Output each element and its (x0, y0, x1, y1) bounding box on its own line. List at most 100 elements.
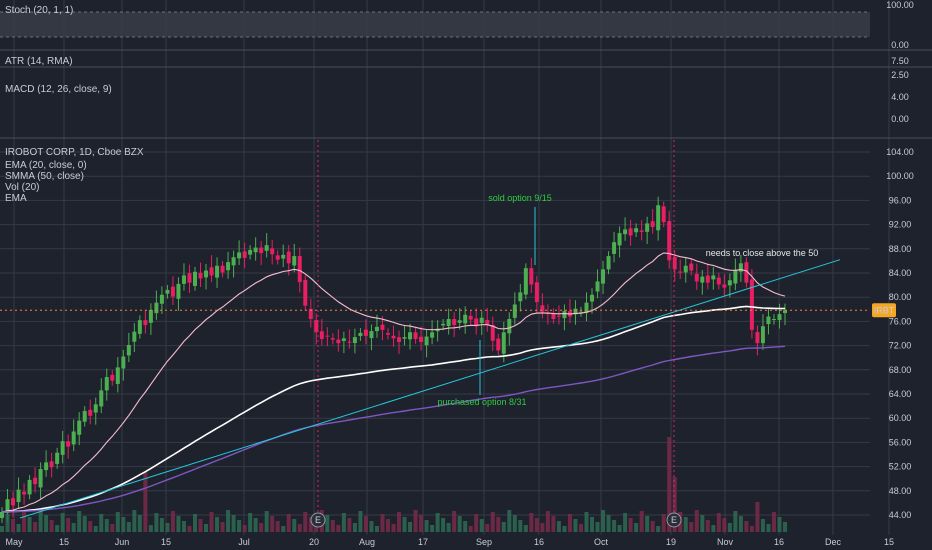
earnings-marker-label: E (315, 515, 321, 525)
volume-bar (590, 517, 595, 532)
candle-body (402, 337, 407, 339)
volume-bar (672, 477, 677, 532)
candle-body (705, 275, 710, 283)
volume-bar (744, 521, 749, 532)
volume-bar (617, 525, 622, 532)
volume-bar (413, 510, 418, 532)
candle-body (408, 332, 413, 340)
candle-body (220, 265, 225, 273)
y-tick-label: 92.00 (889, 220, 912, 230)
candle-body (523, 268, 528, 295)
volume-bar (463, 521, 468, 532)
volume-bar (22, 512, 27, 532)
candle-body (783, 310, 787, 314)
candle-body (689, 263, 694, 271)
candle-body (639, 230, 644, 232)
macd-tick: 4.00 (891, 92, 909, 102)
x-tick-label: Aug (359, 537, 375, 547)
volume-bar (446, 523, 451, 532)
candle-body (11, 498, 16, 506)
candle-body (573, 308, 578, 315)
candle-body (154, 302, 159, 314)
volume-bar (424, 520, 429, 532)
candle-body (325, 335, 330, 337)
candle-body (452, 318, 457, 326)
candle-body (556, 315, 561, 317)
candle-body (55, 452, 60, 464)
volume-bar (606, 515, 611, 532)
volume-bar (402, 517, 407, 532)
candle-body (766, 316, 771, 325)
candle-body (297, 256, 302, 283)
y-tick-label: 48.00 (889, 486, 912, 496)
volume-bar (27, 517, 32, 532)
candle-body (82, 410, 87, 422)
y-tick-label: 68.00 (889, 365, 912, 375)
volume-bar (347, 518, 352, 532)
volume-bar (700, 515, 705, 532)
earnings-marker-label: E (671, 515, 677, 525)
volume-bar (556, 521, 561, 532)
volume-bar (38, 510, 43, 532)
candle-body (347, 341, 352, 343)
candle-body (71, 431, 76, 445)
volume-bar (358, 511, 363, 532)
volume-bar (650, 521, 655, 532)
candle-body (259, 247, 264, 254)
candle-body (760, 326, 765, 344)
y-tick-label: 100.00 (886, 171, 914, 181)
volume-bar (628, 518, 633, 532)
volume-bar (60, 513, 65, 532)
ticker-tag: IRBT (874, 305, 895, 315)
atr-label: ATR (14, RMA) (5, 56, 73, 67)
candle-body (5, 499, 10, 514)
volume-bar (132, 510, 137, 532)
volume-bar (755, 502, 760, 532)
candle-body (601, 269, 606, 284)
candle-body (694, 273, 699, 282)
candle-body (672, 257, 677, 270)
candle-body (308, 308, 313, 319)
candle-body (479, 317, 484, 323)
volume-bar (242, 525, 247, 532)
candle-body (253, 247, 258, 253)
candle-body (115, 367, 120, 384)
candle-body (700, 276, 705, 283)
candle-body (303, 279, 308, 306)
candle-body (512, 304, 517, 318)
volume-bar (573, 519, 578, 532)
candle-body (22, 491, 27, 495)
candle-body (617, 233, 622, 246)
candle-body (518, 292, 523, 302)
volume-bar (143, 472, 148, 532)
volume-bar (727, 523, 732, 532)
x-tick-label: 16 (534, 537, 544, 547)
candle-body (584, 302, 589, 313)
volume-bar (612, 520, 617, 532)
volume-bar (496, 517, 501, 532)
candle-body (132, 331, 137, 342)
volume-bar (0, 526, 4, 532)
candle-body (264, 245, 269, 251)
candle-body (397, 337, 402, 342)
y-tick-label: 64.00 (889, 389, 912, 399)
candle-body (457, 320, 462, 323)
stoch-tick: 0.00 (891, 40, 909, 50)
candle-body (341, 338, 346, 342)
volume-bar (121, 517, 126, 532)
candle-body (159, 294, 164, 304)
x-tick-label: Sep (476, 537, 492, 547)
candle-body (485, 319, 490, 326)
x-tick-label: Dec (825, 537, 842, 547)
atr-tick: 7.50 (891, 56, 909, 66)
candle-body (534, 282, 539, 303)
y-tick-label: 96.00 (889, 195, 912, 205)
y-tick-label: 60.00 (889, 413, 912, 423)
volume-bar (385, 519, 390, 532)
volume-bar (16, 524, 21, 532)
volume-bar (689, 522, 694, 532)
candle-body (771, 318, 776, 320)
candle-body (590, 294, 595, 302)
